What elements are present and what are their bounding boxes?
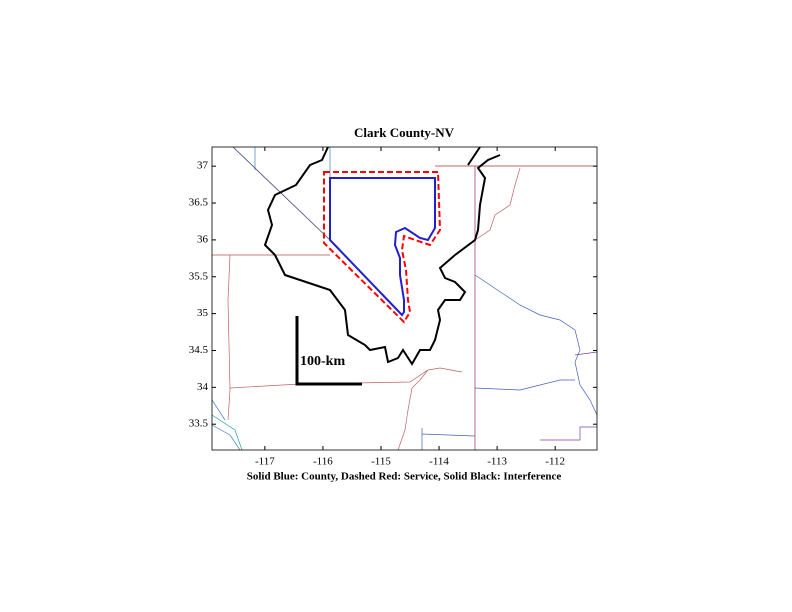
x-tick-label: -115 (371, 456, 391, 468)
map-layers (212, 147, 597, 450)
plot-frame (211, 146, 598, 451)
county-border (474, 167, 521, 241)
x-axis-label: Solid Blue: County, Dashed Red: Service,… (247, 471, 562, 483)
y-tick-label: 35 (197, 307, 209, 319)
county-border (212, 147, 331, 450)
county-outline (329, 177, 436, 317)
county-border (212, 414, 243, 450)
scale-bar (295, 316, 362, 386)
y-tick-label: 33.5 (189, 418, 209, 430)
y-tick-label: 36 (197, 233, 209, 245)
y-tick-label: 34.5 (189, 344, 209, 356)
county-border (421, 274, 597, 450)
x-tick-label: -117 (255, 456, 275, 468)
x-tick-label: -112 (545, 456, 565, 468)
y-tick-label: 36.5 (189, 197, 209, 209)
x-tick-label: -116 (313, 456, 333, 468)
y-tick-label: 37 (197, 160, 209, 172)
y-tick-label: 34 (197, 381, 209, 393)
y-tick-label: 35.5 (189, 270, 209, 282)
county-border (227, 254, 463, 450)
chart-title: Clark County-NV (354, 125, 455, 140)
county-border (540, 351, 597, 441)
scale-label: 100-km (300, 354, 345, 369)
interference-contour (263, 147, 501, 366)
x-tick-label: -113 (487, 456, 507, 468)
x-tick-label: -114 (429, 456, 449, 468)
service-contour (323, 171, 442, 324)
county-border (232, 147, 331, 241)
